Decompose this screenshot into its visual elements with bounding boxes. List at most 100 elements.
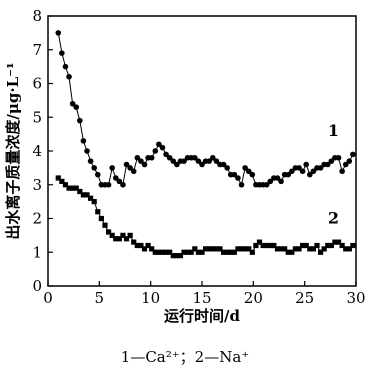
data-point [80,192,87,198]
data-point [238,246,245,252]
data-point [321,246,327,252]
data-point [246,246,252,252]
data-point [131,239,137,245]
data-point [249,171,256,178]
data-point [123,236,130,242]
data-point [199,249,205,255]
data-point [134,242,140,249]
data-point [66,185,72,191]
data-point [213,246,219,252]
figure-caption: 1—Ca²⁺；2—Na⁺ [121,348,249,366]
y-tick-label: 5 [32,108,42,126]
data-point [134,154,141,161]
data-point [231,249,237,255]
data-point [145,242,151,249]
data-point [159,249,166,255]
data-point [148,154,155,161]
data-point [123,161,130,168]
data-point [235,175,241,181]
plot-frame [47,15,357,287]
x-tick-label: 5 [95,289,105,307]
data-point [285,171,292,178]
y-tick-label: 8 [32,7,42,25]
data-point [69,100,76,107]
data-point [109,165,115,171]
data-point [62,63,69,70]
data-point [163,249,169,255]
data-point [249,249,255,255]
data-point [300,242,306,249]
data-point [138,242,144,249]
data-point [77,188,83,195]
data-point [116,236,122,242]
data-point [159,144,166,151]
data-point [256,239,263,245]
data-point [181,158,187,164]
data-point [127,232,133,238]
data-point [77,117,83,124]
series-layer [55,30,356,259]
data-point [335,154,342,161]
x-axis-title: 运行时间/d [164,307,240,325]
data-point [346,246,352,252]
data-point [102,222,108,228]
data-point [167,249,173,255]
annotation-layer: 12 [328,121,339,228]
data-point [310,168,317,175]
data-point [289,249,295,255]
data-point [282,246,288,252]
data-point [174,253,180,259]
data-point [116,178,123,185]
data-point [192,154,198,161]
data-point [105,229,112,235]
data-point [325,242,331,249]
data-point [328,242,334,249]
data-point [120,232,126,238]
series-1 [55,30,356,188]
x-tick-label: 15 [192,289,211,307]
data-point [213,158,220,164]
data-point [112,175,119,181]
y-tick-label: 2 [32,210,42,228]
data-point [156,141,162,148]
data-point [324,161,331,168]
data-point [289,168,295,175]
data-point [278,178,284,185]
data-point [285,249,291,255]
data-point [274,246,281,252]
data-point [177,253,184,259]
data-point [66,73,72,80]
data-point [84,192,90,198]
data-point [307,246,313,252]
data-point [59,178,65,184]
data-point [299,168,306,175]
data-point [127,165,133,171]
data-point [242,246,248,252]
data-point [156,249,162,255]
data-point [264,242,270,249]
data-point [303,161,310,168]
y-axis-title: 出水离子质量浓度/μg·L⁻¹ [4,62,22,239]
data-point [235,246,241,252]
data-point [339,242,345,249]
series-2 [55,175,356,259]
data-point [91,199,97,205]
data-point [224,249,230,255]
data-point [346,158,353,164]
data-point [195,158,202,164]
x-tick-label: 20 [244,289,263,307]
data-point [149,246,155,252]
data-point [339,168,345,175]
y-tick-label: 7 [32,41,42,59]
data-point [80,138,87,144]
data-point [130,168,137,175]
data-point [271,242,277,249]
data-point [242,165,248,171]
y-tick-label: 0 [32,277,42,295]
data-point [84,148,90,154]
data-point [120,181,126,188]
data-point [267,242,273,249]
data-point [310,246,316,252]
